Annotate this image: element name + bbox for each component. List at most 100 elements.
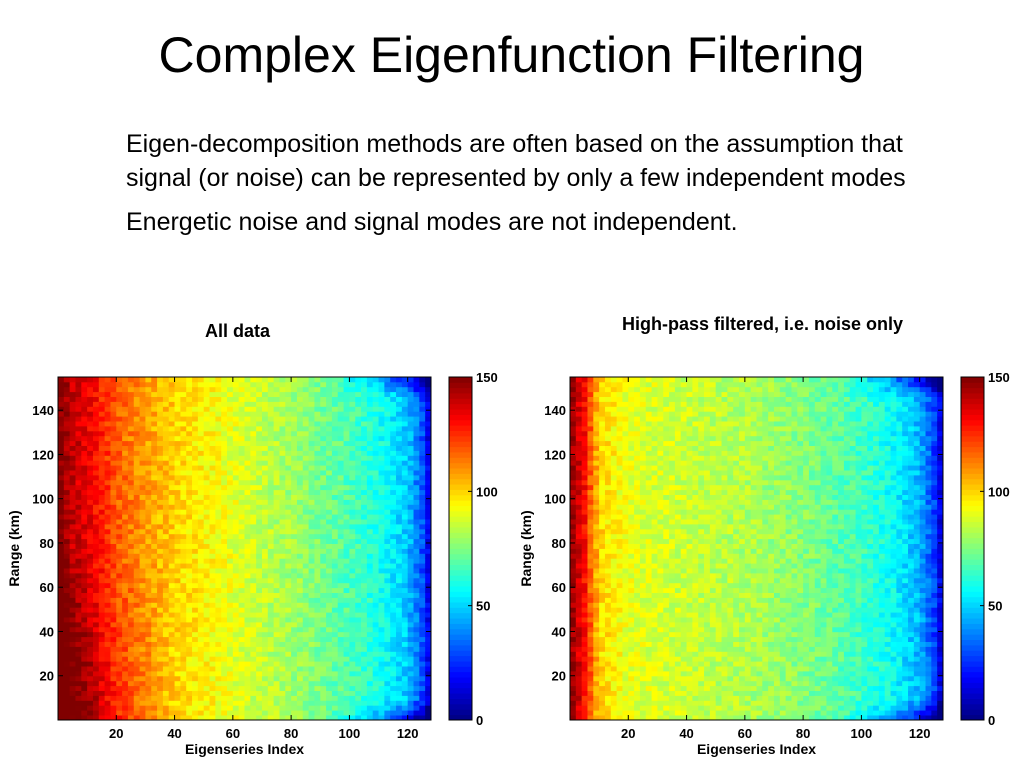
heatmap-cell: [407, 558, 414, 564]
heatmap-cell: [349, 465, 356, 471]
heatmap-cell: [296, 426, 304, 432]
heatmap-cell: [396, 401, 403, 407]
heatmap-cell: [331, 494, 339, 500]
heatmap-cell: [139, 573, 146, 579]
heatmap-cell: [63, 533, 71, 540]
heatmap-cell: [575, 499, 583, 505]
heatmap-cell: [285, 622, 292, 628]
heatmap-cell: [419, 641, 426, 647]
heatmap-cell: [308, 641, 315, 647]
heatmap-cell: [75, 514, 82, 520]
heatmap-cell: [215, 470, 222, 476]
heatmap-cell: [232, 386, 240, 393]
heatmap-cell: [267, 607, 275, 613]
heatmap-cell: [58, 386, 65, 393]
heatmap-cell: [157, 617, 164, 623]
heatmap-cell: [180, 435, 187, 442]
heatmap-cell: [186, 568, 193, 574]
heatmap-cell: [308, 538, 315, 544]
heatmap-cell: [87, 519, 94, 525]
heatmap-cell: [162, 651, 170, 657]
heatmap-cell: [570, 661, 577, 667]
heatmap-cell: [587, 646, 594, 652]
heatmap-cell: [162, 460, 170, 466]
heatmap-cell: [92, 524, 100, 530]
heatmap-cell: [127, 543, 135, 549]
heatmap-cell: [308, 426, 315, 432]
heatmap-cell: [244, 479, 251, 486]
heatmap-cell: [116, 671, 123, 677]
heatmap-cell: [238, 514, 245, 520]
heatmap-cell: [349, 381, 356, 388]
heatmap-cell: [337, 421, 344, 427]
heatmap-cell: [157, 582, 164, 589]
colorbar-segment: [449, 452, 472, 458]
heatmap-cell: [273, 626, 280, 633]
heatmap-cell: [355, 435, 362, 442]
heatmap-cell: [396, 577, 403, 584]
heatmap-cell: [244, 646, 251, 652]
heatmap-cell: [575, 396, 583, 402]
heatmap-cell: [296, 440, 304, 446]
heatmap-cell: [244, 440, 251, 446]
heatmap-cell: [279, 661, 286, 667]
heatmap-cell: [279, 636, 286, 642]
heatmap-cell: [81, 671, 88, 677]
heatmap-cell: [296, 470, 304, 476]
heatmap-cell: [575, 533, 583, 540]
heatmap-cell: [581, 617, 588, 623]
heatmap-cell: [378, 411, 385, 417]
heatmap-cell: [87, 651, 94, 657]
heatmap-cell: [116, 499, 123, 505]
heatmap-cell: [355, 548, 362, 554]
heatmap-cell: [378, 479, 385, 486]
heatmap-cell: [378, 636, 385, 642]
heatmap-cell: [581, 509, 588, 515]
heatmap-cell: [256, 577, 263, 584]
heatmap-cell: [110, 715, 117, 721]
heatmap-cell: [192, 514, 199, 520]
heatmap-cell: [314, 538, 321, 544]
heatmap-cell: [349, 519, 356, 525]
heatmap-cell: [273, 401, 280, 407]
heatmap-cell: [69, 656, 76, 662]
heatmap-cell: [570, 558, 577, 564]
heatmap-cell: [570, 617, 577, 623]
heatmap-cell: [116, 622, 123, 628]
heatmap-cell: [396, 381, 403, 388]
heatmap-cell: [238, 705, 245, 711]
heatmap-cell: [407, 612, 414, 618]
heatmap-cell: [593, 465, 600, 471]
heatmap-cell: [244, 426, 251, 432]
heatmap-cell: [261, 705, 269, 711]
heatmap-cell: [291, 494, 298, 500]
heatmap-cell: [273, 568, 280, 574]
heatmap-cell: [75, 479, 82, 486]
heatmap-cell: [361, 651, 368, 657]
heatmap-cell: [250, 695, 257, 701]
heatmap-cell: [279, 666, 286, 672]
heatmap-cell: [256, 582, 263, 589]
heatmap-cell: [302, 430, 310, 437]
heatmap-cell: [110, 543, 117, 549]
heatmap-cell: [145, 690, 152, 696]
heatmap-cell: [575, 666, 583, 672]
heatmap-cell: [63, 475, 71, 481]
heatmap-cell: [87, 597, 94, 603]
heatmap-cell: [285, 597, 292, 603]
heatmap-cell: [343, 401, 350, 407]
heatmap-cell: [285, 391, 292, 397]
heatmap-cell: [157, 568, 164, 574]
heatmap-cell: [407, 445, 414, 451]
heatmap-cell: [261, 533, 269, 540]
heatmap-cell: [232, 533, 240, 540]
heatmap-cell: [308, 700, 315, 706]
heatmap-cell: [320, 528, 327, 535]
heatmap-cell: [384, 558, 391, 564]
heatmap-cell: [238, 494, 245, 500]
heatmap-cell: [413, 651, 420, 657]
heatmap-cell: [157, 386, 164, 393]
heatmap-cell: [209, 450, 216, 456]
heatmap-cell: [326, 489, 333, 495]
heatmap-cell: [302, 538, 310, 544]
